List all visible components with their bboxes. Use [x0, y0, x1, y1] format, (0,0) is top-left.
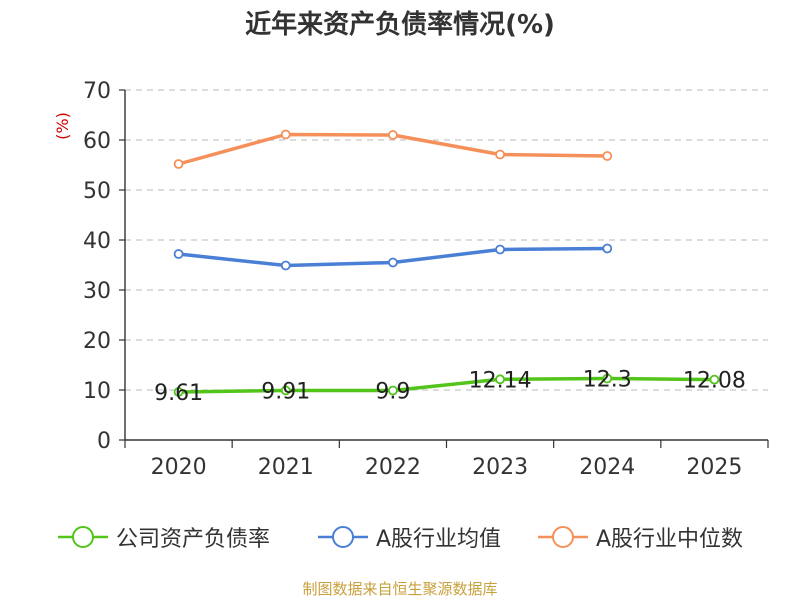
y-tick-label-20: 20: [83, 329, 111, 354]
series-2-point-2022: [388, 130, 398, 140]
series-2-point-2020: [173, 159, 184, 169]
source-note: 制图数据来自恒生聚源数据库: [302, 580, 498, 598]
series-2-point-2021: [280, 129, 291, 140]
axes: 0 10 20 30 40 50 60 70 2020 2021 2022 2023 2024 2025: [83, 79, 769, 480]
series-0-point-2021: [280, 385, 291, 396]
x-tick-label-2025: 2025: [686, 455, 742, 480]
y-tick-label-40: 40: [83, 229, 111, 254]
series-0-point-2025: [709, 374, 720, 385]
data-label-0-2024: 12.3: [583, 368, 632, 393]
data-label-0-2021: 9.91: [261, 379, 310, 404]
series-2-point-2023: [495, 149, 505, 160]
series-1-point-2023: [495, 244, 505, 255]
data-label-0-2020: 9.61: [154, 381, 203, 406]
series-0-point-2024: [602, 373, 613, 384]
grid-lines: [125, 89, 768, 391]
series-0-point-2023: [495, 374, 505, 385]
y-axis-label: (%): [53, 112, 72, 140]
x-tick-label-2023: 2023: [472, 455, 528, 480]
data-label-0-2022: 9.9: [375, 380, 410, 405]
legend-item-0[interactable]: 公司资产负债率: [58, 520, 270, 554]
series-2-point-2024: [602, 151, 613, 161]
y-tick-label-60: 60: [83, 129, 111, 154]
y-tick-label-50: 50: [83, 179, 111, 204]
legend-label-2: A股行业中位数: [596, 527, 744, 552]
legend-label-1: A股行业均值: [376, 527, 502, 552]
data-label-0-2025: 12.08: [683, 369, 746, 394]
y-tick-label-30: 30: [83, 279, 111, 304]
legend-marker-2: [538, 526, 588, 548]
x-tick-label-2021: 2021: [258, 455, 314, 480]
series-lines: [173, 129, 720, 397]
data-label-0-2023: 12.14: [469, 368, 532, 393]
legend-marker-0: [58, 526, 108, 548]
series-1-point-2020: [173, 249, 184, 259]
legend: 公司资产负债率 A股行业均值 A股行业中位数: [0, 520, 800, 554]
series-0-point-2020: [173, 387, 184, 397]
legend-label-0: 公司资产负债率: [116, 527, 271, 552]
legend-item-1[interactable]: A股行业均值: [318, 520, 501, 554]
chart-title: 近年来资产负债率情况(%): [245, 10, 555, 40]
series-1-point-2024: [602, 243, 613, 254]
x-tick-label-2020: 2020: [151, 455, 207, 480]
series-1-point-2021: [280, 260, 291, 271]
y-tick-label-0: 0: [97, 429, 111, 454]
x-tick-label-2022: 2022: [365, 455, 421, 480]
series-line-0: [178, 376, 715, 394]
legend-item-2[interactable]: A股行业中位数: [538, 520, 743, 554]
series-0-point-2022: [388, 385, 398, 396]
data-labels: 9.61 9.91 9.9 12.14 12.3 12.08: [154, 368, 746, 406]
y-tick-label-70: 70: [83, 79, 111, 104]
y-tick-label-10: 10: [83, 379, 111, 404]
legend-marker-1: [318, 526, 368, 548]
series-1-point-2022: [388, 257, 398, 268]
x-tick-label-2024: 2024: [579, 455, 635, 480]
